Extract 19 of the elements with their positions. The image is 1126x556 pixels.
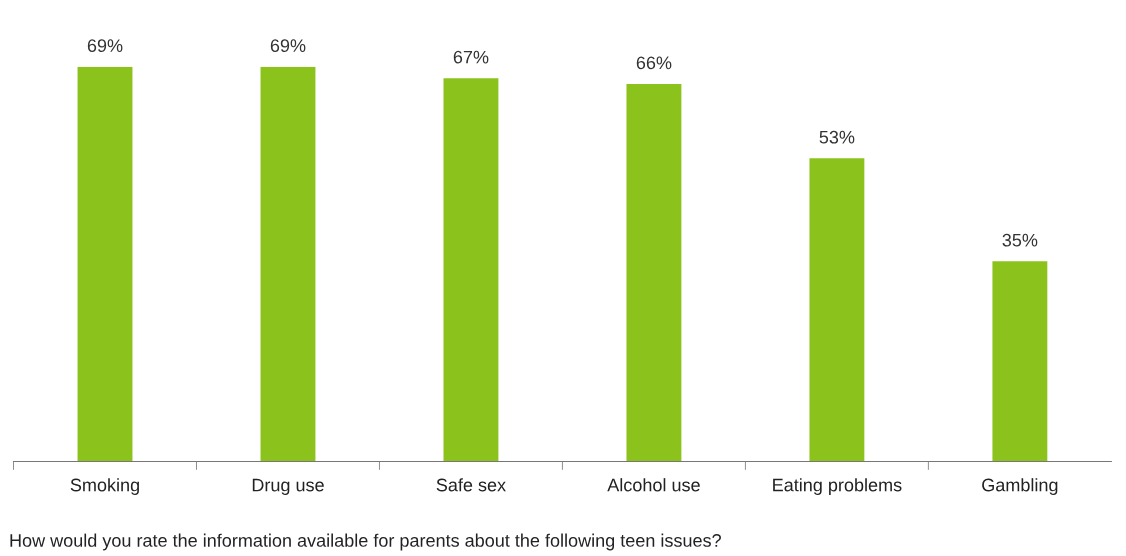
x-tick-label: Safe sex [436, 478, 506, 492]
bar [260, 66, 316, 462]
data-label: 66% [636, 56, 672, 70]
data-label: 53% [819, 130, 855, 144]
bar [626, 83, 682, 462]
data-label: 69% [87, 39, 123, 53]
bar [77, 66, 133, 462]
x-tick-label: Alcohol use [607, 478, 700, 492]
text: How would you rate the information available for parents about the following teen issues? [10, 533, 721, 551]
x-tick-label: Gambling [982, 478, 1058, 495]
bar [443, 78, 499, 462]
data-label: 69% [270, 39, 306, 53]
x-tick-label: Drug use [252, 478, 324, 495]
bar [809, 158, 865, 462]
bar [992, 261, 1048, 462]
data-label: 35% [1002, 233, 1038, 247]
x-tick-label: Smoking [70, 478, 139, 495]
data-label: 67% [453, 50, 489, 64]
x-tick-label: Eating problems [773, 478, 902, 495]
